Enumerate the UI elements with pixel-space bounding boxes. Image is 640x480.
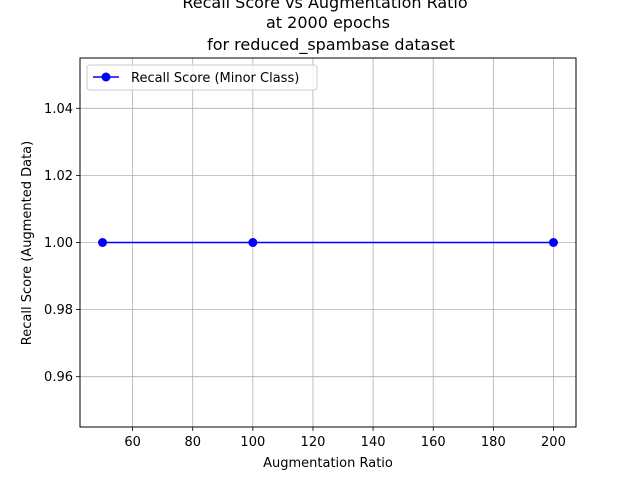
x-tick-label: 120 <box>301 435 326 450</box>
legend-label: Recall Score (Minor Class) <box>131 71 299 86</box>
y-axis-label: Recall Score (Augmented Data) <box>20 141 35 345</box>
data-point <box>248 238 258 247</box>
legend: Recall Score (Minor Class) <box>86 64 318 91</box>
axis-ticks: 60 80 100 120 140 160 180 200 0.96 0.98 1.00 1.02 1.… <box>44 102 566 450</box>
y-tick-label: 1.04 <box>44 102 73 117</box>
x-tick-label: 60 <box>124 435 141 450</box>
legend-box <box>86 64 318 91</box>
chart-title-line-3: for reduced_spambase dataset <box>207 35 455 55</box>
data-point <box>98 238 108 247</box>
x-axis-label: Augmentation Ratio <box>263 456 393 471</box>
legend-marker-swatch <box>101 72 111 82</box>
y-tick-label: 1.00 <box>44 236 73 251</box>
x-tick-label: 160 <box>421 435 446 450</box>
chart-title-line-2: at 2000 epochs <box>266 13 390 32</box>
x-tick-label: 140 <box>361 435 386 450</box>
x-tick-label: 80 <box>184 435 201 450</box>
x-tick-label: 200 <box>541 435 566 450</box>
y-tick-label: 1.02 <box>44 169 73 184</box>
y-tick-label: 0.96 <box>44 370 73 385</box>
y-tick-label: 0.98 <box>44 303 73 318</box>
x-tick-label: 180 <box>481 435 506 450</box>
series-layer <box>98 238 558 247</box>
data-point <box>548 238 558 247</box>
x-tick-label: 100 <box>240 435 265 450</box>
plot-frame <box>79 57 577 428</box>
chart-title-line-1: Recall Score vs Augmentation Ratio <box>182 0 467 12</box>
